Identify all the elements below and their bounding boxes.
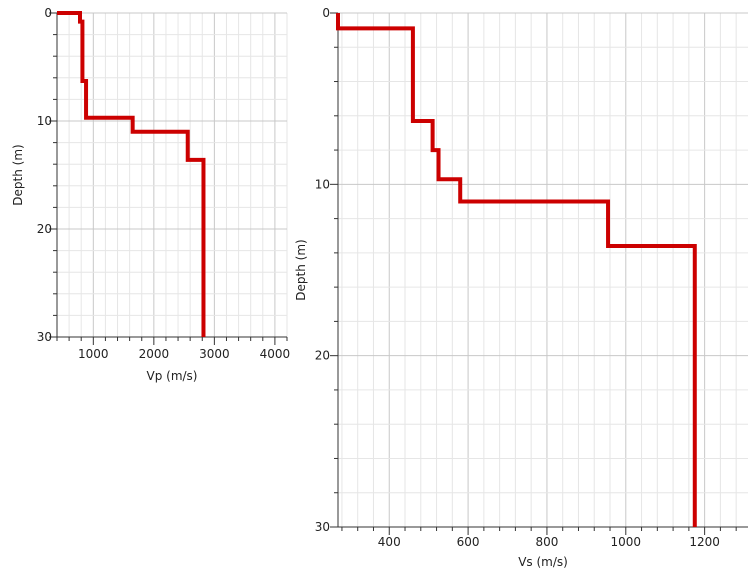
plot-area: [57, 13, 287, 337]
x-axis-title: Vp (m/s): [147, 369, 198, 383]
y-axis-title: Depth (m): [294, 239, 308, 300]
chart-panel-2: 0 10 20 30 400 600 800 1000 1200 Vs (m/s) Depth (m…: [294, 6, 748, 569]
x-tick-label: 3000: [199, 347, 230, 361]
series-line-1: [57, 11, 206, 337]
x-tick-label: 400: [378, 535, 401, 549]
y-tick-label: 10: [315, 177, 330, 191]
x-tick-label: 800: [535, 535, 558, 549]
chart-panel-1: 0 10 20 30 1000 2000 3000 4000 Vp (m/s) Depth (m): [11, 6, 290, 383]
series-line-1: [336, 13, 697, 527]
y-tick-label: 10: [37, 114, 52, 128]
x-tick-label: 600: [457, 535, 480, 549]
x-tick-label: 1200: [689, 535, 720, 549]
y-tick-label: 30: [315, 520, 330, 534]
y-tick-label: 0: [44, 6, 52, 20]
x-tick-label: 2000: [139, 347, 170, 361]
y-tick-label: 30: [37, 330, 52, 344]
y-tick-label: 20: [315, 349, 330, 363]
y-axis-title: Depth (m): [11, 144, 25, 205]
x-tick-label: 4000: [260, 347, 291, 361]
y-tick-label: 0: [322, 6, 330, 20]
x-tick-label: 1000: [611, 535, 642, 549]
x-axis-title: Vs (m/s): [518, 555, 568, 569]
x-tick-label: 1000: [78, 347, 109, 361]
y-tick-label: 20: [37, 222, 52, 236]
plot-area: [338, 13, 748, 527]
